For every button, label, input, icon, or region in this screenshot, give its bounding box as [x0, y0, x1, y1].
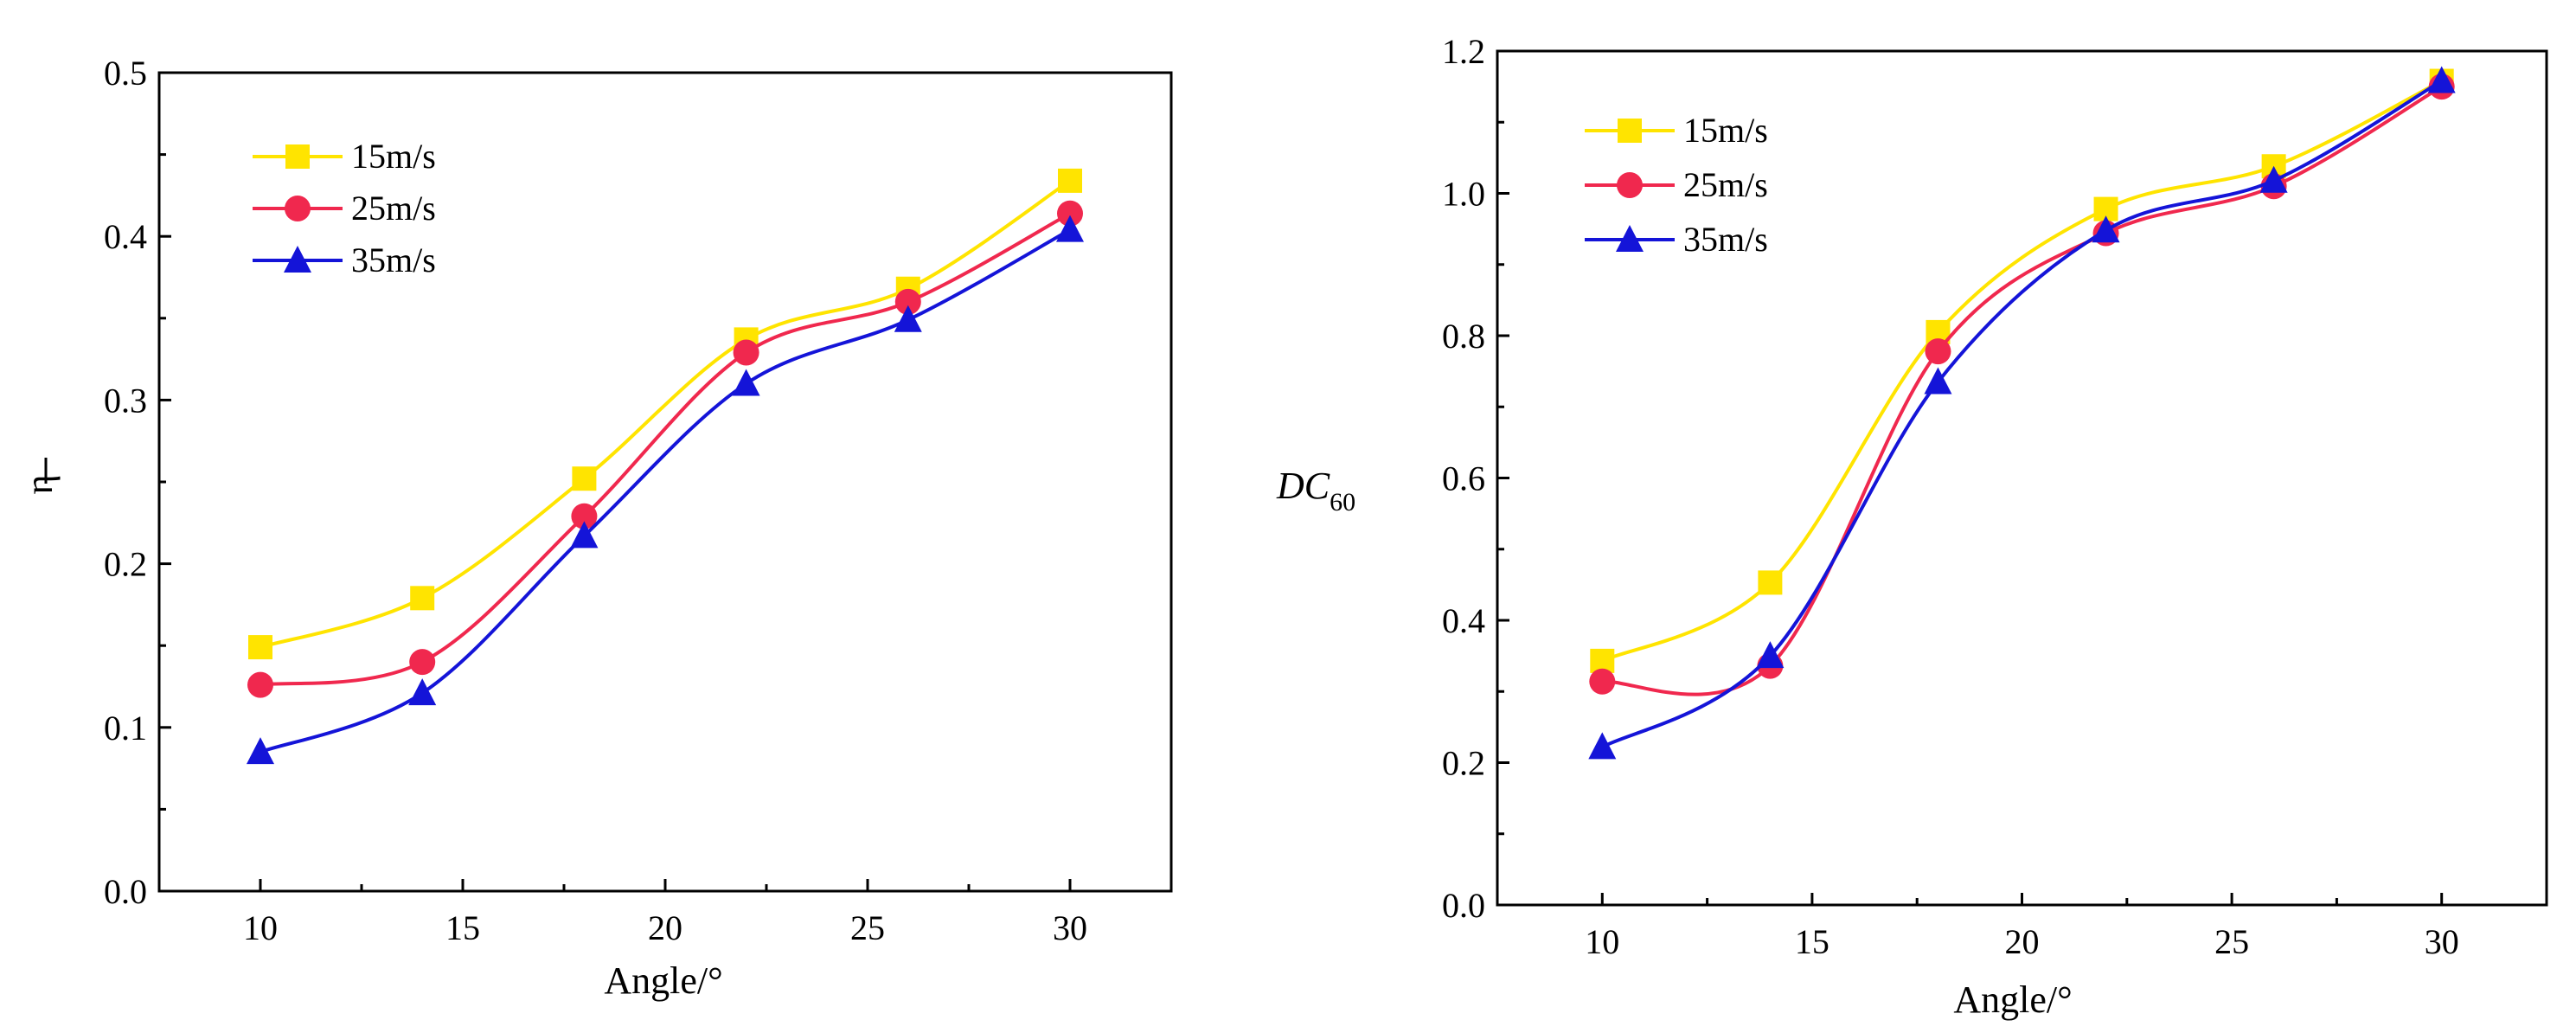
y-tick-label: 0.2 [1442, 744, 1485, 783]
x-tick-label: 15 [445, 908, 480, 947]
data-point [572, 466, 597, 491]
data-point [1058, 168, 1082, 193]
series-line [1602, 85, 2443, 696]
chart-2: 10 15 20 25 30 0.0 0.2 0.4 0.6 0.8 1.0 1.2 Angle/° DC… [1276, 32, 2548, 1021]
data-point [1758, 570, 1783, 595]
data-point [410, 586, 435, 611]
series-15m/s [248, 168, 1082, 660]
legend-label: 35m/s [1683, 220, 1768, 259]
data-point [2427, 66, 2456, 93]
series-25m/s [247, 200, 1083, 698]
y-axis-label-main: DC [1276, 465, 1330, 507]
x-tick-label: 30 [2425, 922, 2459, 961]
x-tick-label: 20 [648, 908, 682, 947]
legend-label: 25m/s [1683, 165, 1768, 204]
legend-marker [1616, 225, 1644, 252]
legend-marker [1618, 119, 1642, 143]
series-line [1601, 79, 2443, 749]
data-point [247, 737, 274, 765]
x-tick-label: 25 [2214, 922, 2249, 961]
series-line [260, 179, 1072, 650]
series-line [260, 228, 1071, 754]
series-35m/s [247, 215, 1084, 765]
y-tick-label: 1.2 [1442, 32, 1485, 71]
y-tick-label: 0.2 [104, 545, 147, 584]
data-point [1588, 732, 1617, 760]
y-axis-label-group: η [18, 458, 61, 495]
data-point [570, 521, 599, 549]
data-point [409, 649, 436, 676]
y-tick-label: 0.0 [104, 872, 147, 911]
x-tick-label: 10 [243, 908, 278, 947]
series-line [260, 211, 1071, 687]
x-tick-label: 10 [1585, 922, 1619, 961]
y-tick-label: 0.0 [1442, 886, 1485, 925]
y-tick-label: 1.0 [1442, 175, 1485, 214]
x-tick-label: 30 [1053, 908, 1087, 947]
legend-label: 15m/s [1683, 111, 1768, 150]
x-axis-label: Angle/° [1953, 978, 2072, 1021]
data-point [732, 369, 760, 396]
y-axis-label: η [18, 474, 61, 494]
data-point [1756, 641, 1785, 669]
data-point [1057, 200, 1083, 227]
y-axis-label-subscript: 60 [1330, 488, 1355, 516]
x-axis-label: Angle/° [604, 959, 722, 1002]
series-35m/s [1588, 66, 2456, 760]
legend-label: 25m/s [351, 189, 436, 228]
x-tick-label: 15 [1795, 922, 1829, 961]
data-point [1925, 338, 1951, 365]
data-point [2092, 215, 2120, 243]
data-point [894, 288, 921, 315]
plot-frame [1496, 49, 2548, 907]
y-tick-label: 0.8 [1442, 317, 1485, 356]
y-tick-label: 0.6 [1442, 459, 1485, 498]
legend-marker [285, 144, 310, 169]
plot-frame [157, 71, 1173, 893]
data-point [248, 635, 272, 660]
data-point [733, 339, 759, 366]
data-point [894, 305, 922, 332]
legend-marker [284, 246, 311, 273]
legend-marker [1617, 172, 1643, 198]
chart-1: 10 15 20 25 30 0.0 0.1 0.2 0.3 0.4 0.5 Angle/° η 15m/… [18, 54, 1173, 1002]
data-point [247, 671, 273, 698]
legend-label: 15m/s [351, 137, 436, 176]
data-point [1056, 215, 1084, 242]
y-tick-label: 0.5 [104, 54, 147, 93]
y-tick-label: 0.3 [104, 381, 147, 420]
legend-marker [285, 196, 311, 221]
y-axis-label: DC60 [1276, 465, 1355, 516]
y-tick-label: 0.1 [104, 709, 147, 747]
legend-label: 35m/s [351, 241, 436, 279]
data-point [2259, 165, 2288, 193]
x-tick-label: 20 [2005, 922, 2040, 961]
data-point [1589, 668, 1616, 695]
x-tick-label: 25 [850, 908, 885, 947]
data-point [1924, 367, 1952, 395]
y-tick-label: 0.4 [104, 217, 147, 256]
data-point [408, 678, 437, 706]
y-tick-label: 0.4 [1442, 601, 1485, 640]
data-point [571, 503, 598, 529]
